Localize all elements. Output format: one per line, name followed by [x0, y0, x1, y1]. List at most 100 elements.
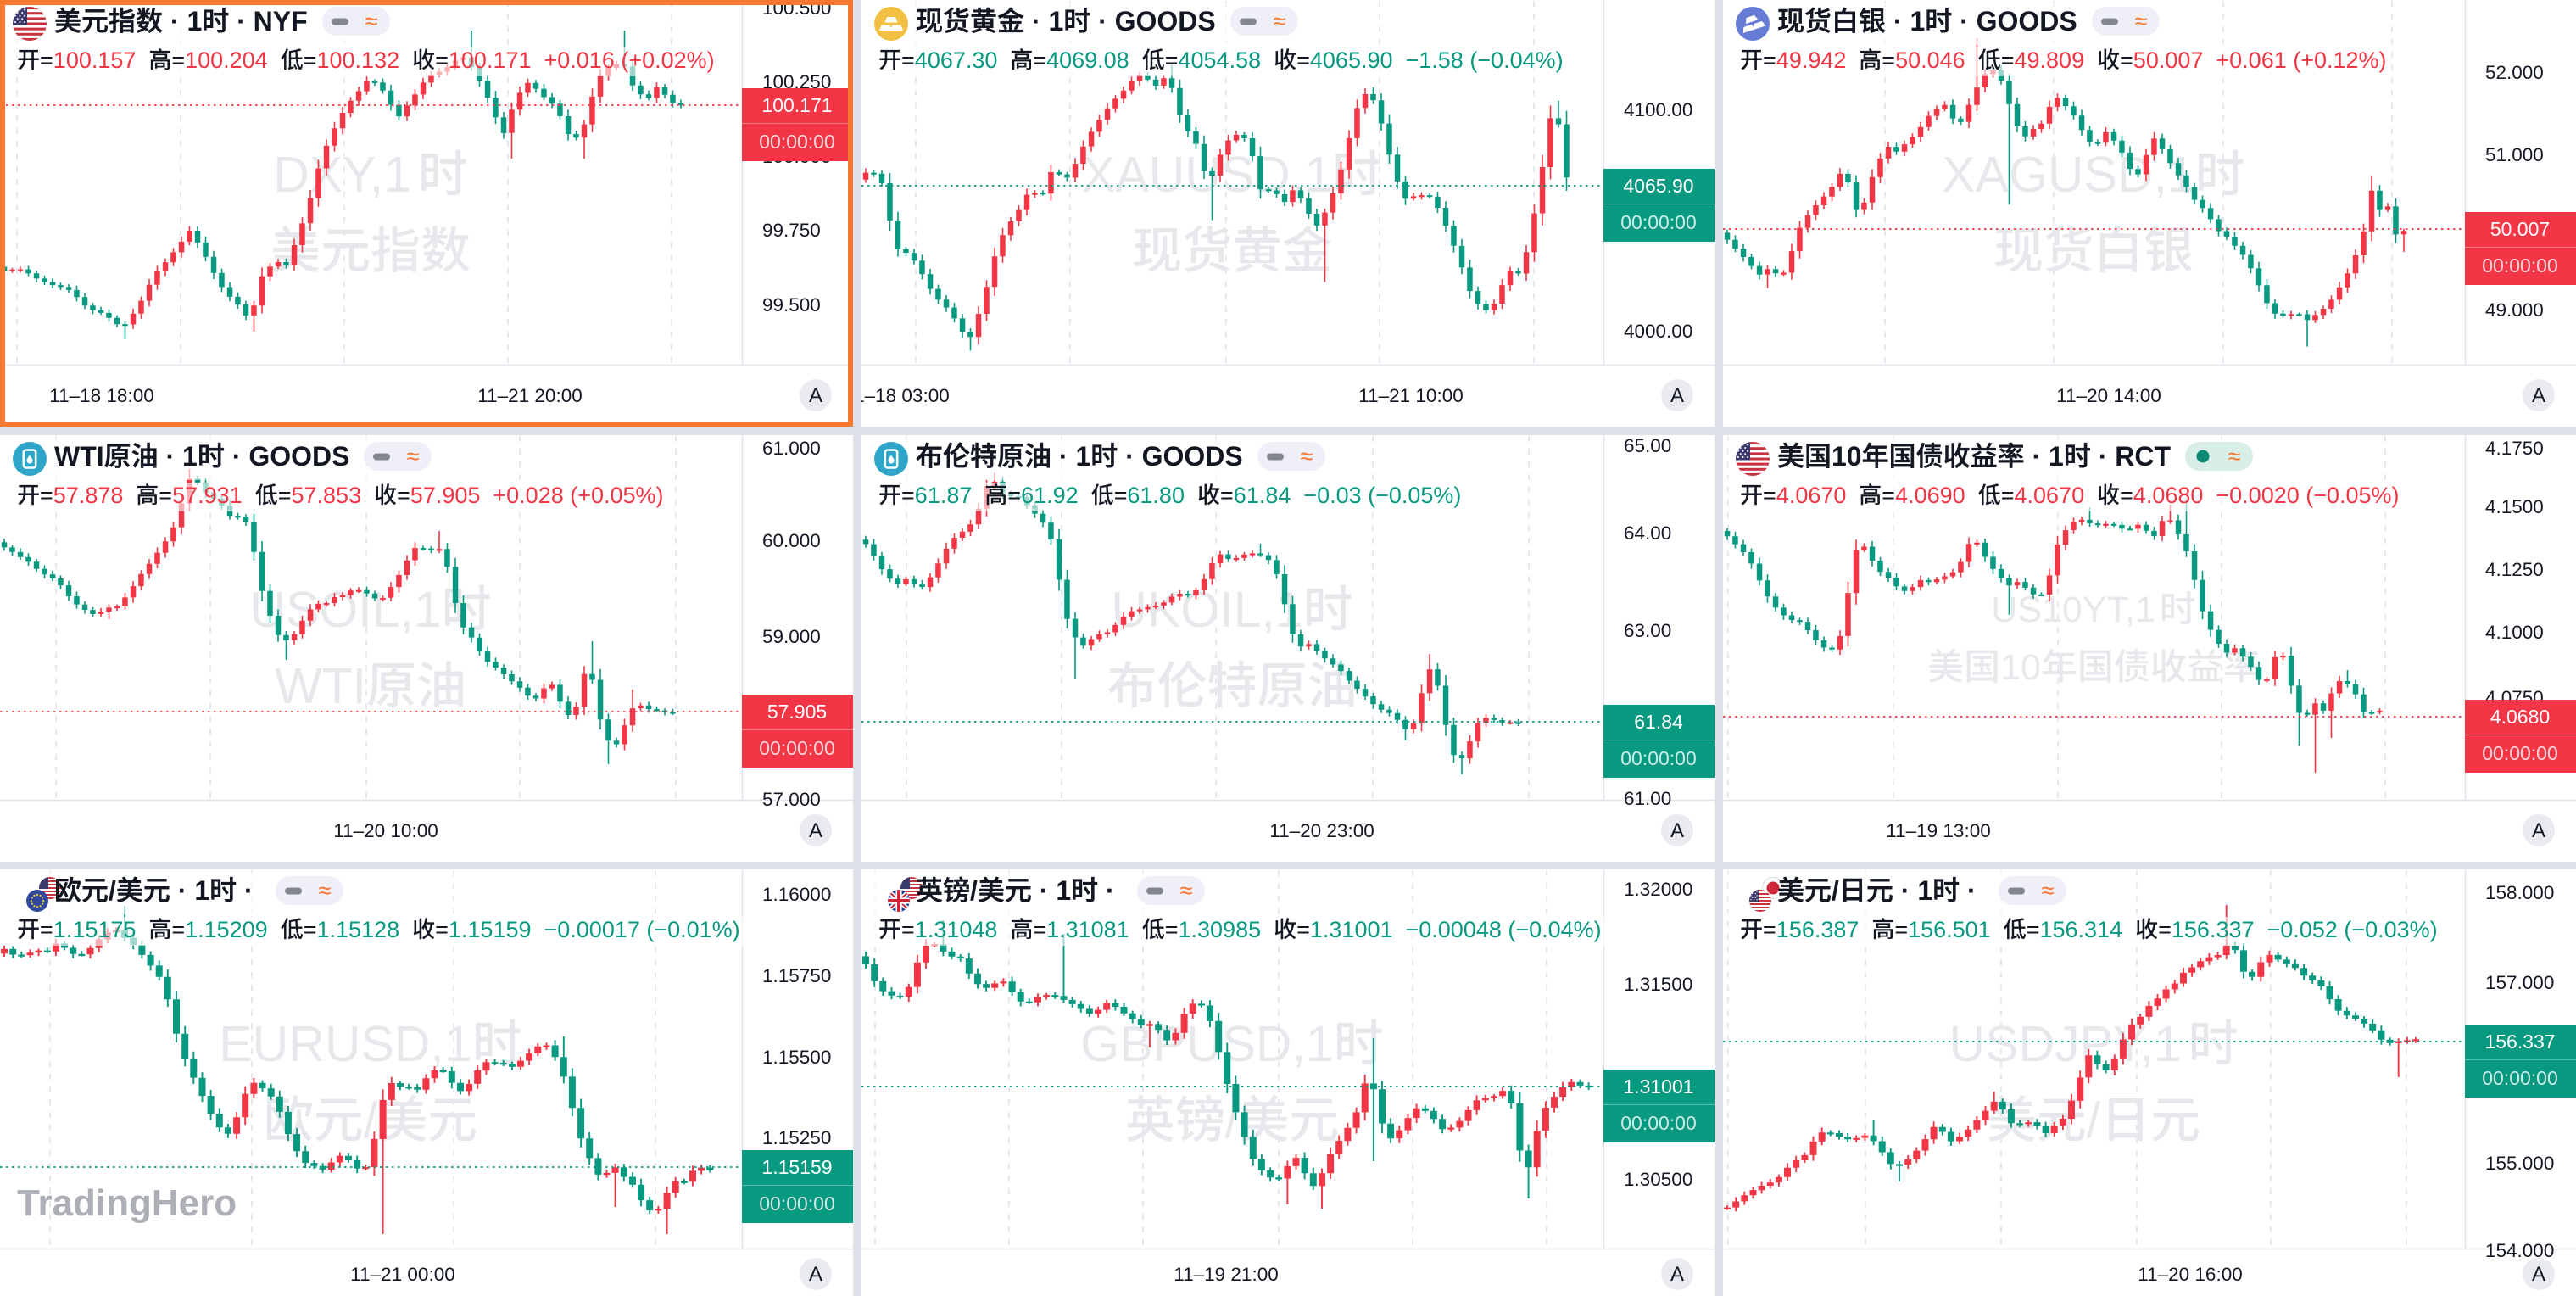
svg-text:A: A: [2532, 1263, 2545, 1286]
svg-text:4.0670: 4.0670: [2015, 483, 2085, 508]
svg-text:11–19 21:00: 11–19 21:00: [1174, 1264, 1278, 1285]
svg-text:· 1: · 1: [163, 6, 202, 36]
svg-text:156.337: 156.337: [2172, 917, 2255, 942]
svg-text:A: A: [1670, 384, 1684, 407]
svg-text:=: =: [1296, 47, 1310, 73]
svg-text:−0.00017 (−0.01%): −0.00017 (−0.01%): [544, 917, 740, 942]
svg-text:100.204: 100.204: [185, 47, 268, 73]
svg-text:156.387: 156.387: [1776, 917, 1860, 942]
svg-text:157.000: 157.000: [2485, 972, 2554, 993]
svg-text:1.31048: 1.31048: [915, 917, 998, 942]
svg-text:4.1500: 4.1500: [2485, 496, 2544, 517]
svg-text:61.92: 61.92: [1021, 483, 1079, 508]
svg-text:1.30500: 1.30500: [1624, 1169, 1692, 1190]
svg-text:≈: ≈: [407, 444, 420, 469]
svg-text:00:00:00: 00:00:00: [759, 1193, 835, 1215]
svg-text:00:00:00: 00:00:00: [2482, 742, 2558, 764]
svg-text:+0.061 (+0.12%): +0.061 (+0.12%): [2216, 47, 2386, 73]
svg-text:=: =: [1007, 483, 1021, 508]
svg-text:XAGUSD,1: XAGUSD,1: [1942, 147, 2194, 203]
svg-text:A: A: [2532, 819, 2545, 842]
svg-text:≈: ≈: [1301, 444, 1313, 469]
svg-text:=: =: [435, 47, 449, 73]
svg-text:=: =: [171, 917, 185, 942]
svg-text:· GOODS: · GOODS: [225, 441, 350, 472]
svg-text:·: ·: [1960, 875, 1983, 906]
svg-text:4065.90: 4065.90: [1310, 47, 1393, 73]
svg-text:A: A: [809, 819, 822, 842]
svg-text:00:00:00: 00:00:00: [1620, 1112, 1697, 1134]
svg-text:00:00:00: 00:00:00: [1620, 747, 1697, 769]
svg-text:4.1750: 4.1750: [2485, 438, 2544, 459]
svg-text:158.000: 158.000: [2485, 882, 2554, 903]
svg-text:4065.90: 4065.90: [1623, 175, 1693, 197]
svg-text:USOIL,1: USOIL,1: [249, 582, 441, 638]
svg-text:63.00: 63.00: [1624, 620, 1671, 641]
svg-text:· 1: · 1: [1886, 6, 1925, 36]
svg-text:=: =: [435, 917, 449, 942]
svg-text:+0.028 (+0.05%): +0.028 (+0.05%): [493, 483, 663, 508]
svg-text:61.000: 61.000: [762, 438, 821, 459]
svg-text:≈: ≈: [2042, 878, 2055, 903]
svg-text:156.314: 156.314: [2040, 917, 2123, 942]
svg-text:59.000: 59.000: [762, 626, 821, 647]
svg-text:4.0690: 4.0690: [1895, 483, 1965, 508]
svg-text:·: ·: [1098, 875, 1122, 906]
svg-text:51.000: 51.000: [2485, 144, 2544, 165]
svg-text:=: =: [901, 47, 915, 73]
svg-text:=: =: [397, 483, 410, 508]
svg-text:=: =: [171, 47, 185, 73]
svg-text:00:00:00: 00:00:00: [759, 131, 835, 153]
svg-text:· RCT: · RCT: [2091, 441, 2172, 472]
svg-text:=: =: [304, 47, 317, 73]
svg-text:· 1: · 1: [1893, 875, 1932, 906]
svg-text:DXY,1: DXY,1: [273, 147, 411, 203]
svg-text:61.00: 61.00: [1624, 788, 1671, 809]
svg-text:· 1: · 1: [1024, 6, 1063, 36]
svg-text:100.171: 100.171: [761, 94, 832, 116]
svg-text:· 1: · 1: [1032, 875, 1071, 906]
svg-text:4100.00: 4100.00: [1624, 99, 1692, 120]
svg-text:57.905: 57.905: [767, 701, 827, 723]
svg-text:4054.58: 4054.58: [1179, 47, 1262, 73]
svg-text:1.15500: 1.15500: [762, 1047, 831, 1068]
svg-text:EURUSD,1: EURUSD,1: [219, 1016, 471, 1072]
svg-text:=: =: [2158, 917, 2172, 942]
svg-text:· 1: · 1: [2025, 441, 2064, 472]
svg-text:/: /: [1832, 875, 1839, 906]
svg-text:1.15159: 1.15159: [761, 1156, 832, 1178]
svg-text:11–20 23:00: 11–20 23:00: [1269, 820, 1374, 841]
svg-text:49.809: 49.809: [2015, 47, 2085, 73]
svg-text:156.337: 156.337: [2484, 1031, 2555, 1053]
svg-text:11–20 10:00: 11–20 10:00: [333, 820, 438, 841]
svg-text:=: =: [901, 917, 915, 942]
svg-text:· 1: · 1: [1051, 441, 1090, 472]
svg-text:WTI: WTI: [54, 441, 104, 472]
svg-text:· GOODS: · GOODS: [1090, 6, 1216, 36]
svg-text:00:00:00: 00:00:00: [2482, 254, 2558, 277]
svg-text:=: =: [1882, 483, 1895, 508]
svg-text:00:00:00: 00:00:00: [2482, 1067, 2558, 1089]
svg-text:50.007: 50.007: [2490, 218, 2550, 240]
svg-text:≈: ≈: [319, 878, 332, 903]
svg-text:US10YT,1: US10YT,1: [1991, 589, 2155, 630]
svg-text:61.87: 61.87: [915, 483, 973, 508]
svg-text:/: /: [109, 875, 116, 906]
svg-text:−0.00048 (−0.04%): −0.00048 (−0.04%): [1406, 917, 1602, 942]
svg-text:=: =: [1033, 47, 1046, 73]
svg-text:1.16000: 1.16000: [762, 884, 831, 905]
svg-text:99.750: 99.750: [762, 220, 821, 241]
svg-text:=: =: [159, 483, 172, 508]
svg-text:52.000: 52.000: [2485, 62, 2544, 83]
svg-text:100.171: 100.171: [449, 47, 532, 73]
svg-text:11–18 18:00: 11–18 18:00: [49, 385, 153, 406]
svg-text:−1.58 (−0.04%): −1.58 (−0.04%): [1406, 47, 1564, 73]
svg-text:=: =: [1763, 47, 1776, 73]
svg-text:=: =: [1763, 917, 1776, 942]
svg-text:=: =: [2001, 47, 2015, 73]
svg-text:UKOIL,1: UKOIL,1: [1111, 582, 1302, 638]
svg-text:4069.08: 4069.08: [1046, 47, 1129, 73]
svg-text:=: =: [1165, 47, 1179, 73]
svg-text:−0.03 (−0.05%): −0.03 (−0.05%): [1303, 483, 1461, 508]
svg-text:4067.30: 4067.30: [915, 47, 998, 73]
